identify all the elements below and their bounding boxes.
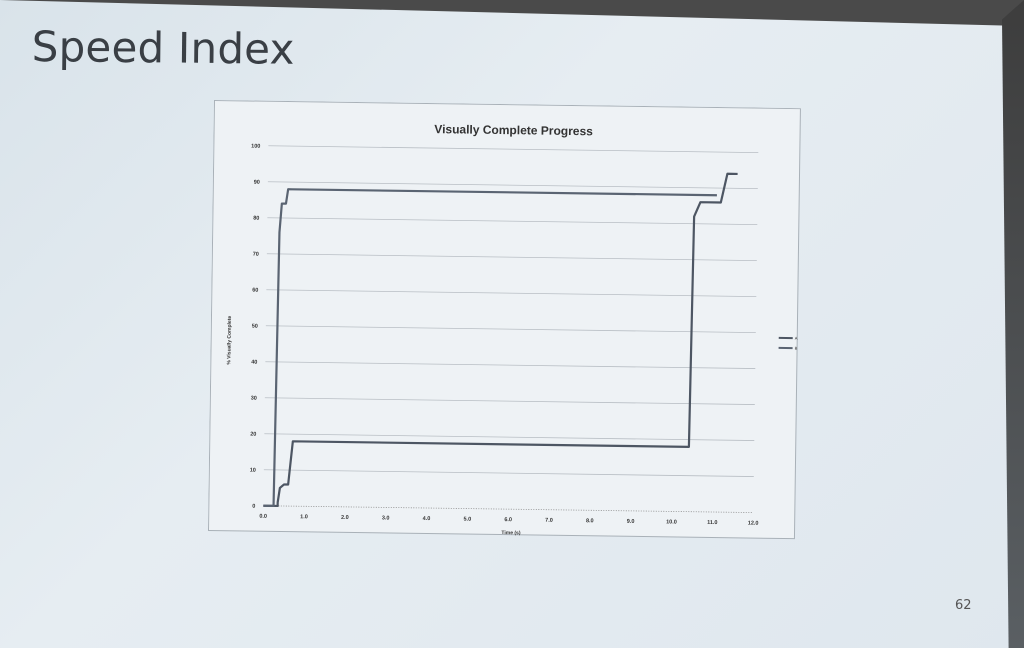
y-tick-label-20: 20 xyxy=(250,432,256,438)
x-tick-label-3.0: 3.0 xyxy=(382,515,390,521)
room-edge xyxy=(1002,0,1024,648)
gridline-y-80 xyxy=(267,217,758,225)
legend-label-a: A xyxy=(795,336,798,341)
chart-frame: Visually Complete Progress 0 10 20 30 40 50 60… xyxy=(207,100,816,556)
y-tick-label-80: 80 xyxy=(253,216,259,222)
legend-label-b: B xyxy=(795,346,798,351)
x-tick-label-2.0: 2.0 xyxy=(341,515,349,521)
slide-title: Speed Index xyxy=(31,22,295,74)
gridline-y-30 xyxy=(264,397,755,405)
y-axis-label: % Visually Complete xyxy=(226,316,233,365)
y-tick-label-50: 50 xyxy=(252,324,258,330)
y-tick-label-90: 90 xyxy=(254,180,260,186)
x-tick-label-12.0: 12.0 xyxy=(748,520,759,526)
x-tick-label-4.0: 4.0 xyxy=(423,516,431,522)
gridline-y-60 xyxy=(266,289,757,297)
x-tick-label-11.0: 11.0 xyxy=(707,520,717,526)
chart-legend: AB xyxy=(778,336,798,351)
x-tick-label-10.0: 10.0 xyxy=(666,519,677,525)
gridline-y-10 xyxy=(263,469,754,477)
gridline-y-70 xyxy=(266,253,757,261)
x-tick-label-0.0: 0.0 xyxy=(259,514,267,520)
grid-layer xyxy=(263,145,759,513)
visually-complete-chart: Visually Complete Progress 0 10 20 30 40 50 60… xyxy=(207,100,801,540)
gridline-y-90 xyxy=(267,181,758,190)
x-tick-label-1.0: 1.0 xyxy=(300,514,308,520)
x-tick-label-6.0: 6.0 xyxy=(504,517,512,523)
x-tick-label-7.0: 7.0 xyxy=(545,518,553,524)
y-tick-label-30: 30 xyxy=(251,396,257,402)
room-corner xyxy=(0,0,1024,26)
y-tick-label-100: 100 xyxy=(251,144,260,150)
x-axis-line xyxy=(263,505,754,513)
y-tick-label-0: 0 xyxy=(252,504,255,510)
chart-title: Visually Complete Progress xyxy=(434,122,593,138)
series-line-a xyxy=(263,172,738,508)
x-tick-label-8.0: 8.0 xyxy=(586,518,594,524)
y-tick-label-40: 40 xyxy=(251,360,257,366)
series-line-b xyxy=(263,188,717,507)
x-tick-label-5.0: 5.0 xyxy=(463,517,471,523)
chart-border xyxy=(207,100,801,540)
gridline-y-20 xyxy=(264,433,755,441)
gridline-y-100 xyxy=(268,145,759,154)
gridline-y-50 xyxy=(265,325,756,333)
y-tick-label-60: 60 xyxy=(252,288,258,294)
y-tick-label-70: 70 xyxy=(253,252,259,258)
x-axis-label: Time (s) xyxy=(501,530,520,536)
tick-layer: 0 10 20 30 40 50 60 70 80 90 100 0.0 1.0 2.0 3.0 4.0 5.0… xyxy=(250,144,759,527)
y-tick-label-10: 10 xyxy=(250,468,256,474)
series-layer xyxy=(263,172,738,508)
gridline-y-40 xyxy=(265,361,756,369)
slide-number: 62 xyxy=(955,598,972,613)
x-tick-label-9.0: 9.0 xyxy=(627,519,635,525)
